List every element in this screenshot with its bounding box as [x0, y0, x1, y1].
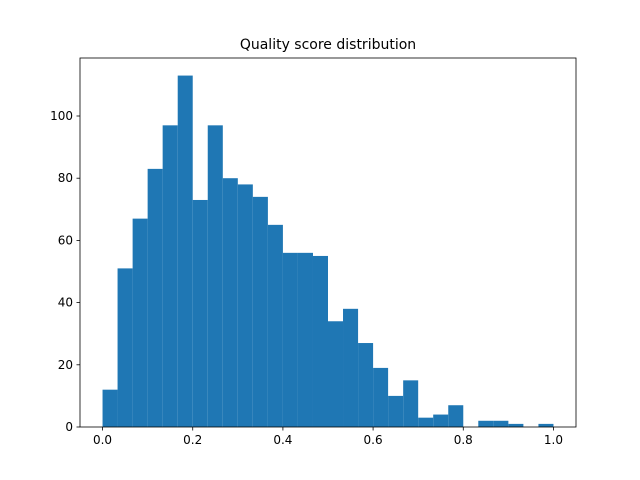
y-tick-label: 0 — [65, 420, 73, 434]
bar — [343, 308, 359, 427]
x-tick-label: 0.8 — [454, 433, 473, 447]
bar — [207, 125, 223, 427]
x-tick-label: 0.6 — [364, 433, 383, 447]
bar — [282, 252, 298, 427]
bar — [222, 178, 238, 427]
x-tick-label: 1.0 — [544, 433, 563, 447]
bar — [493, 420, 509, 427]
bar — [267, 224, 283, 427]
x-tick-label: 0.0 — [93, 433, 112, 447]
bar — [403, 380, 419, 427]
bar — [102, 389, 118, 427]
bar — [433, 414, 449, 427]
bar — [132, 218, 148, 427]
bar — [237, 184, 253, 427]
bar — [388, 395, 404, 427]
x-tick-label: 0.4 — [273, 433, 292, 447]
chart-title: Quality score distribution — [240, 37, 416, 53]
bar — [538, 423, 554, 427]
bar — [312, 255, 328, 427]
bar — [162, 125, 178, 427]
bar — [297, 252, 313, 427]
bar — [418, 417, 434, 427]
bar — [117, 268, 133, 427]
bar — [508, 423, 524, 427]
bar — [252, 196, 268, 427]
bar — [478, 420, 494, 427]
bar — [147, 168, 163, 428]
bar — [328, 321, 344, 427]
axes-frame — [79, 57, 577, 428]
bar — [373, 367, 389, 427]
y-tick-label: 60 — [58, 233, 73, 247]
y-tick-label: 20 — [58, 358, 73, 372]
y-tick-label: 100 — [50, 109, 73, 123]
bar — [192, 199, 208, 427]
x-tick-label: 0.2 — [183, 433, 202, 447]
y-tick-label: 80 — [58, 171, 73, 185]
bar — [358, 343, 374, 427]
bar — [448, 405, 464, 427]
bar — [177, 75, 193, 428]
y-tick-label: 40 — [58, 296, 73, 310]
